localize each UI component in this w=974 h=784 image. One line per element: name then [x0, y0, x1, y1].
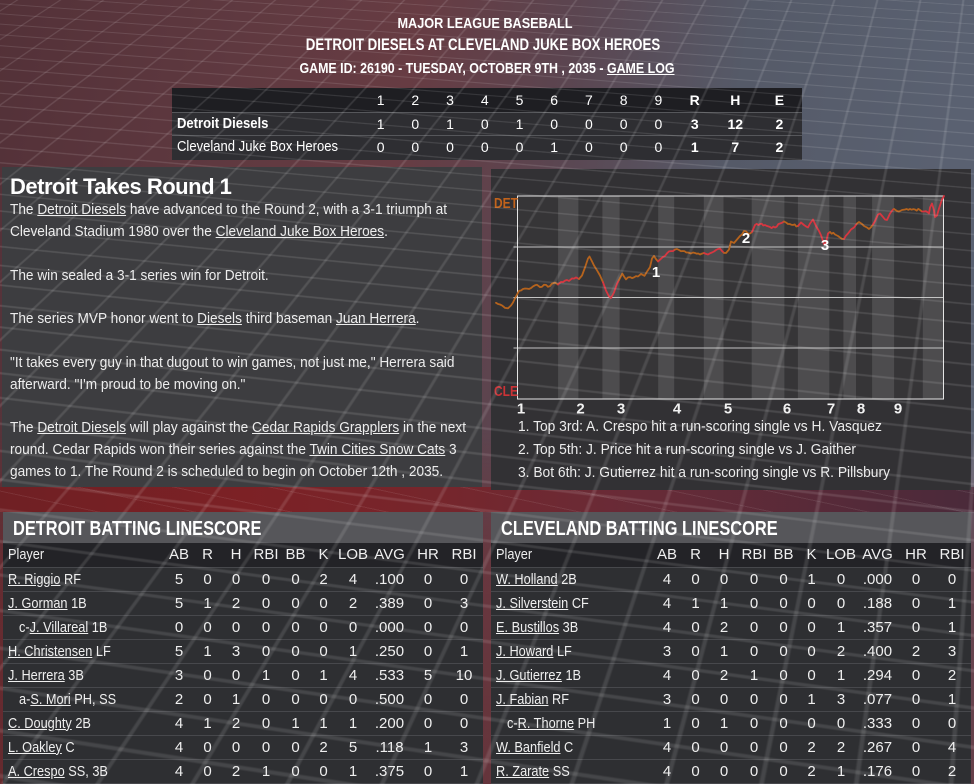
- svg-text:CLE: CLE: [494, 383, 518, 400]
- svg-text:2: 2: [742, 230, 750, 247]
- svg-text:9: 9: [894, 401, 902, 418]
- svg-text:2: 2: [576, 401, 584, 418]
- svg-text:4: 4: [673, 401, 682, 418]
- svg-text:1: 1: [652, 264, 660, 281]
- svg-text:5: 5: [724, 401, 732, 418]
- svg-text:6: 6: [783, 401, 791, 418]
- svg-text:3: 3: [821, 237, 829, 254]
- svg-text:DET: DET: [494, 195, 518, 212]
- svg-text:1: 1: [517, 401, 525, 418]
- svg-text:7: 7: [827, 401, 835, 418]
- svg-text:3: 3: [617, 401, 625, 418]
- svg-text:8: 8: [857, 401, 865, 418]
